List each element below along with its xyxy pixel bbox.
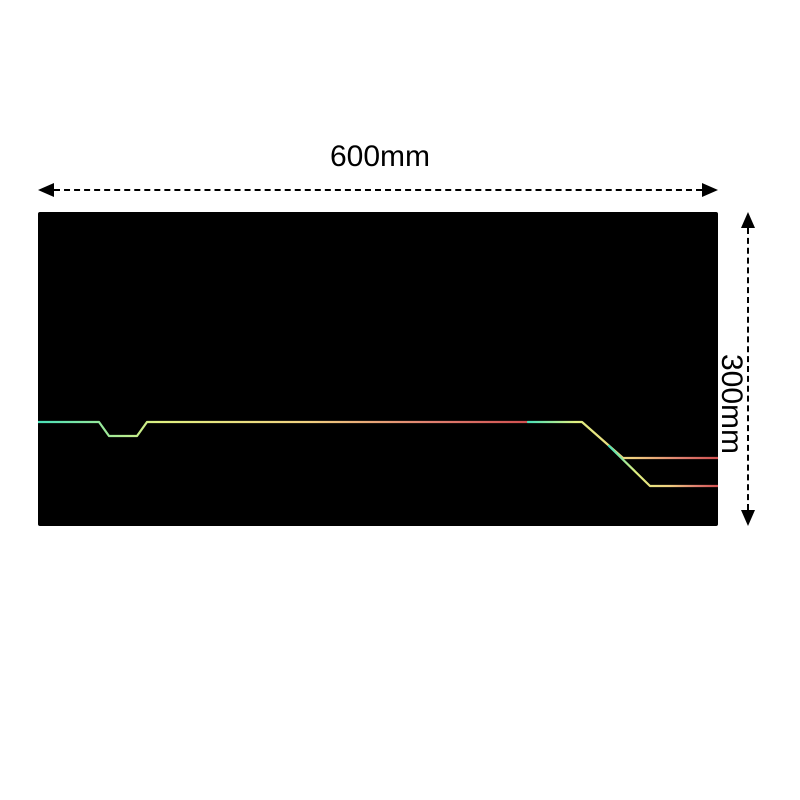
accent-right-line-2 <box>609 446 718 486</box>
product-rectangle <box>38 212 718 526</box>
width-arrow-line <box>54 189 702 191</box>
accent-main-line <box>38 422 528 436</box>
width-arrow-right-head <box>702 183 718 197</box>
accent-right-line-1 <box>528 422 718 458</box>
width-arrow-left-head <box>38 183 54 197</box>
height-arrow-top-head <box>741 212 755 228</box>
product-accent-svg <box>38 212 718 526</box>
height-arrow-line <box>747 228 749 510</box>
height-arrow-bottom-head <box>741 510 755 526</box>
width-label: 600mm <box>330 140 430 174</box>
diagram-canvas: 600mm 300mm <box>0 0 800 800</box>
height-label: 300mm <box>714 354 748 454</box>
